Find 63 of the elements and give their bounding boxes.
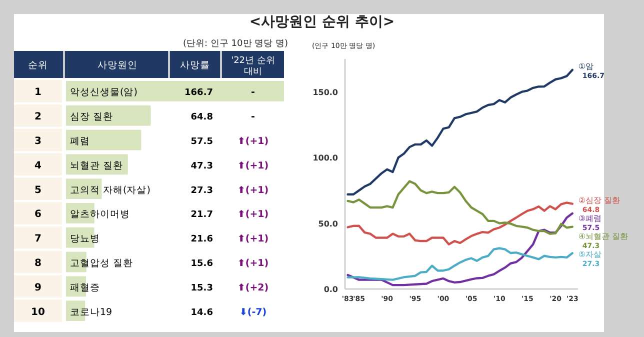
line-series: [346, 247, 574, 281]
text: 4: [34, 160, 42, 172]
line-series: [346, 202, 574, 246]
line-series: [346, 68, 574, 196]
y-tick-label: 50.0: [318, 219, 338, 228]
y-tick-label: 0.0: [324, 285, 338, 294]
text: 7: [34, 234, 42, 245]
chart-subtitle: (단위: 인구 10만 명당 명): [183, 39, 288, 49]
y-tick-label: 패혈증: [70, 282, 100, 294]
data-label: 21.6: [190, 234, 213, 245]
y-tick-label: 100.0: [312, 154, 338, 163]
series-label: ⑤자살: [578, 250, 602, 259]
data-label: 166.7: [184, 88, 213, 98]
annotation: ⬆(+1): [237, 258, 269, 269]
text: 2: [34, 112, 42, 123]
text: '22년 순위 대비: [231, 56, 275, 77]
data-label: 15.3: [190, 283, 213, 294]
annotation: ⬆(+1): [237, 136, 269, 147]
annotation: -: [251, 112, 256, 123]
series-label: ④뇌혈관 질환: [578, 232, 628, 241]
text: 사망률: [180, 60, 210, 71]
line-series: [346, 180, 574, 235]
annotation: ⬇(-7): [239, 306, 267, 318]
bar: [66, 81, 284, 102]
line-series: [346, 212, 574, 286]
y-tick-label: 폐렴: [70, 136, 90, 147]
text: 3: [34, 136, 42, 147]
bar: [66, 105, 151, 126]
text: 1: [34, 87, 42, 98]
data-label: 14.6: [190, 308, 213, 318]
y-tick-label: 당뇨병: [70, 234, 100, 245]
series-label: ③폐렴: [578, 214, 602, 223]
y-tick-label: 고혈압성 질환: [70, 258, 134, 269]
text: 5: [34, 184, 42, 196]
text: <사망원인 순위 추이>: [249, 14, 395, 30]
text: 9: [34, 282, 42, 294]
series-label: ①암: [578, 62, 594, 71]
annotation: ⬆(+1): [237, 209, 269, 220]
data-label: 27.3: [190, 186, 213, 196]
y-tick-label: 코로나19: [70, 306, 112, 318]
data-label: 15.6: [190, 259, 213, 269]
annotation: ⬆(+1): [237, 160, 269, 172]
data-label: 57.5: [190, 137, 213, 147]
text: 6: [34, 209, 42, 220]
y-tick-label: 악성신생물(암): [70, 87, 138, 98]
bar: [66, 130, 142, 150]
y-tick-label: 150.0: [312, 88, 338, 97]
annotation: ⬆(+1): [237, 184, 269, 196]
y-tick-label: 뇌혈관 질환: [70, 160, 124, 172]
annotation: ⬆(+2): [237, 282, 269, 294]
annotation: -: [251, 87, 256, 98]
text: 10: [31, 306, 45, 318]
series-label: ②심장 질환: [578, 196, 620, 205]
data-label: 64.8: [190, 112, 213, 123]
data-label: 47.3: [190, 161, 213, 172]
text: 8: [34, 258, 42, 269]
y-tick-label: 심장 질환: [70, 112, 114, 123]
text: 사망원인: [98, 60, 138, 71]
text: 순위: [28, 60, 48, 71]
annotation: ⬆(+1): [237, 234, 269, 245]
y-tick-label: 고의적 자해(자살): [70, 184, 150, 196]
y-tick-label: 알츠하이머병: [70, 209, 130, 220]
data-label: 21.7: [190, 210, 213, 220]
